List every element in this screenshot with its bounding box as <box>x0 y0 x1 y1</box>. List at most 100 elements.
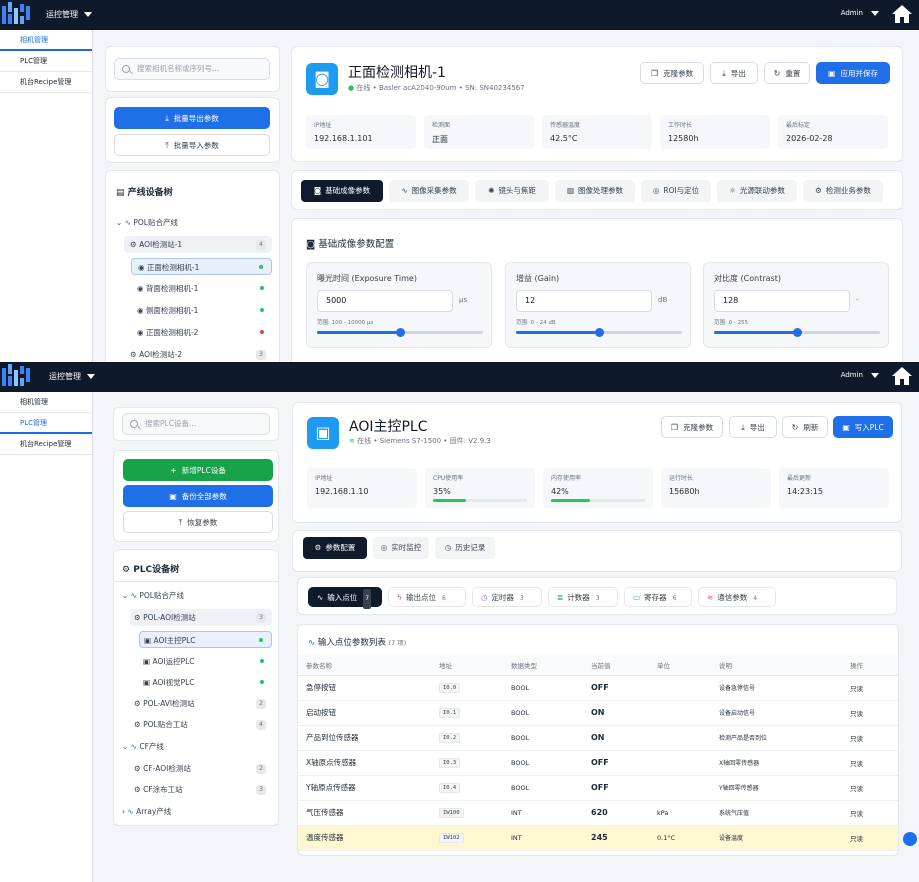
gear-icon: ⚙ <box>134 699 144 708</box>
contrast-input[interactable]: 128 <box>714 290 850 312</box>
tab-basic-imaging[interactable]: ◙ 基础成像参数 <box>301 180 383 202</box>
tree-station-1[interactable]: ⚙ AOI检测站-1 4 <box>124 236 272 253</box>
write-plc-button[interactable]: ▣ 写入PLC <box>833 416 893 438</box>
tab-param-config[interactable]: ⚙ 参数配置 <box>303 537 367 559</box>
tab-roi[interactable]: ◎ ROI与定位 <box>641 180 711 202</box>
ptab-outputs[interactable]: ϟ 输出点位 6 <box>388 587 466 607</box>
table-row-selected[interactable]: 温度传感器 IW102 INT 245 0.1°C 设备温度 只读 <box>298 825 898 851</box>
param-address: I0.3 <box>439 758 461 768</box>
refresh-button[interactable]: ↻ 刷新 <box>782 416 828 438</box>
tab-acquisition[interactable]: ∿ 图像采集参数 <box>389 180 469 202</box>
tree-plc-item[interactable]: ▣ AOI运控PLC <box>139 653 272 670</box>
ptab-comm[interactable]: ≋ 通信参数 4 <box>698 587 776 607</box>
clone-button[interactable]: ❐ 克隆参数 <box>640 62 704 84</box>
export-button[interactable]: ⤓ 导出 <box>729 416 777 438</box>
user-menu[interactable]: Admin <box>841 9 879 17</box>
chevron-down-icon <box>871 372 879 378</box>
user-menu[interactable]: Admin <box>841 371 879 379</box>
tree-camera-item[interactable]: ◉ 侧面检测相机-1 <box>131 302 272 319</box>
tab-inspection[interactable]: ⚙ 检测业务参数 <box>803 180 883 202</box>
nav-recipe[interactable]: 机台Recipe管理 <box>0 72 92 93</box>
backup-all-button[interactable]: ▣ 备份全部参数 <box>123 485 273 507</box>
tree-station[interactable]: ⚙ CF-AOI检测站 2 <box>130 760 272 777</box>
tree-title-text: PLC设备树 <box>133 565 180 575</box>
save-icon: ▣ <box>827 69 836 78</box>
page-title: AOI主控PLC <box>349 419 428 435</box>
param-op: 只读 <box>842 675 898 701</box>
ops-menu[interactable]: 运控管理 <box>49 371 95 382</box>
nav-camera[interactable]: 相机管理 <box>0 392 92 413</box>
tree-station[interactable]: ⚙ POL-AOI检测站 3 <box>130 609 272 626</box>
add-plc-button[interactable]: + 新增PLC设备 <box>123 459 273 481</box>
ptab-counters[interactable]: ≣ 计数器 3 <box>548 587 618 607</box>
apply-save-button[interactable]: ▣ 应用并保存 <box>816 62 890 84</box>
nav-plc[interactable]: PLC管理 <box>0 413 92 434</box>
tab-history[interactable]: ◷ 历史记录 <box>435 537 495 559</box>
ptab-timers[interactable]: ◷ 定时器 3 <box>472 587 542 607</box>
tree-line-pol[interactable]: ⌄ ∿ POL贴合产线 <box>122 587 272 604</box>
stat-value: 192.168.1.10 <box>315 487 369 496</box>
ptab-inputs[interactable]: ∿ 输入点位 7 <box>308 587 382 609</box>
tab-lens[interactable]: ✺ 镜头与焦距 <box>475 180 549 202</box>
tree-station-2[interactable]: ⚙ AOI检测站-2 3 <box>124 346 272 362</box>
clone-button[interactable]: ❐ 克隆参数 <box>661 416 723 438</box>
tree-camera-item[interactable]: ◉ 正面检测相机-1 <box>131 258 272 275</box>
camera-search-input[interactable]: 搜索相机名称或序列号... <box>114 58 270 80</box>
gear-icon: ⚙ <box>815 186 822 195</box>
slider-fill <box>516 331 599 334</box>
tab-lighting[interactable]: ☼ 光源联动参数 <box>717 180 797 202</box>
tree-camera-item[interactable]: ◉ 正面检测相机-2 <box>131 324 272 341</box>
tab-realtime[interactable]: ◎ 实时监控 <box>373 537 429 559</box>
contrast-slider[interactable] <box>714 328 880 337</box>
tree-station[interactable]: ⚙ CF涂布工站 3 <box>130 781 272 798</box>
ops-menu[interactable]: 运控管理 <box>46 9 92 20</box>
station-label: AOI检测站-2 <box>139 350 183 359</box>
slider-handle[interactable] <box>793 328 802 337</box>
batch-export-button[interactable]: ⤓ 批量导出参数 <box>114 107 270 129</box>
gain-slider[interactable] <box>516 328 682 337</box>
tree-plc-item[interactable]: ▣ AOI视觉PLC <box>139 674 272 691</box>
table-row[interactable]: Y轴原点传感器 I0.4 BOOL OFF Y轴回零传感器 只读 <box>298 775 898 801</box>
tree-line-cf[interactable]: ⌄ ∿ CF产线 <box>122 738 272 755</box>
batch-panel: ⤓ 批量导出参数 ⤒ 批量导入参数 <box>105 97 280 163</box>
slider-handle[interactable] <box>595 328 604 337</box>
nav-plc[interactable]: PLC管理 <box>0 51 92 72</box>
gain-input[interactable]: 12 <box>516 290 652 312</box>
reset-button[interactable]: ↻ 重置 <box>764 62 810 84</box>
table-row[interactable]: 急停按钮 I0.0 BOOL OFF 设备急停信号 只读 <box>298 675 898 701</box>
slider-handle[interactable] <box>396 328 405 337</box>
param-desc: 设备启动信号 <box>711 700 842 726</box>
home-icon[interactable] <box>891 366 913 386</box>
tree-camera-item[interactable]: ◉ 背面检测相机-1 <box>131 280 272 297</box>
pulse-icon: ∿ <box>130 742 140 751</box>
home-icon[interactable] <box>891 4 913 24</box>
exposure-slider[interactable] <box>317 328 483 337</box>
table-row[interactable]: 气压传感器 IW100 INT 620 kPa 系统气压值 只读 <box>298 800 898 826</box>
param-type: BOOL <box>503 725 583 751</box>
upload-icon: ⤒ <box>165 141 169 150</box>
tree-line-pol[interactable]: ⌄ ∿ POL贴合产线 <box>116 214 271 231</box>
nav-camera[interactable]: 相机管理 <box>0 30 92 51</box>
tree-station[interactable]: ⚙ POL-AVI检测站 2 <box>130 695 272 712</box>
table-row[interactable]: X轴原点传感器 I0.3 BOOL OFF X轴回零传感器 只读 <box>298 750 898 776</box>
exposure-input[interactable]: 5000 <box>317 290 453 312</box>
plc-search-input[interactable]: 搜索PLC设备... <box>122 413 270 435</box>
drive-icon: ▭ <box>633 593 641 602</box>
table-row[interactable]: 产品到位传感器 I0.2 BOOL ON 检测产品是否到位 只读 <box>298 725 898 751</box>
export-button[interactable]: ⤓ 导出 <box>710 62 758 84</box>
camera-icon: ◙ <box>306 63 338 95</box>
tree-station[interactable]: ⚙ POL贴合工站 4 <box>130 716 272 733</box>
gear-icon: ⚙ <box>134 720 144 729</box>
tab-image-processing[interactable]: ▨ 图像处理参数 <box>555 180 635 202</box>
restore-button[interactable]: ⤒ 恢复参数 <box>123 511 273 533</box>
floating-action-icon[interactable] <box>903 832 917 846</box>
tree-plc-item[interactable]: ▣ AOI主控PLC <box>139 631 272 648</box>
nav-recipe[interactable]: 机台Recipe管理 <box>0 434 92 455</box>
tree-title-text: 产线设备树 <box>127 188 173 198</box>
tree-line-label: POL贴合产线 <box>133 218 178 227</box>
tree-line-array[interactable]: › ∿ Array产线 <box>122 803 272 820</box>
ptab-registers[interactable]: ▭ 寄存器 6 <box>624 587 692 607</box>
batch-import-button[interactable]: ⤒ 批量导入参数 <box>114 134 270 156</box>
table-row[interactable]: 启动按钮 I0.1 BOOL ON 设备启动信号 只读 <box>298 700 898 726</box>
model-text: Siemens S7-1500 <box>379 437 442 445</box>
